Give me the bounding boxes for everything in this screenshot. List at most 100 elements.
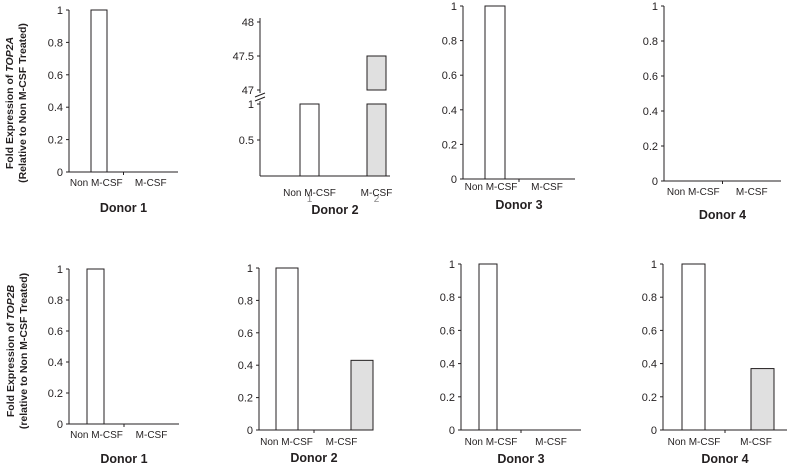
y-tick-label: 1	[651, 259, 657, 271]
bar-non-mcsf	[478, 263, 498, 431]
y-tick-label: 0.2	[48, 135, 63, 147]
y-tick-label: 0.8	[643, 36, 658, 48]
category-label: Non M-CSF	[70, 178, 123, 189]
category-label: M-CSF	[361, 188, 393, 199]
y-tick-label: 1	[57, 5, 63, 17]
y-tick-label: 0.4	[643, 106, 658, 118]
y-tick-label: 1	[248, 99, 254, 111]
y-axis-label-relative: (Relative to Non M-CSF Treated)	[17, 23, 29, 183]
y-axis-label-top2b: Fold Expression of TOP2B (relative to No…	[5, 273, 30, 429]
panel-title-donor: Donor 2	[311, 203, 358, 217]
y-tick-label: 0.2	[48, 388, 63, 400]
panel-title-donor: Donor 1	[100, 201, 147, 215]
bar-mcsf-upper	[366, 55, 387, 91]
bar-non-mcsf	[299, 103, 320, 177]
category-label: M-CSF	[136, 430, 168, 441]
chart-panel: 0 0.2 0.4 0.6 0.8 1 Non M-CSF M-CSF Donor 3	[442, 1, 575, 212]
panel-title-donor: Donor 1	[100, 452, 147, 466]
y-tick-label: 0.2	[440, 392, 455, 404]
y-tick-label: 0.2	[643, 141, 658, 153]
y-tick-label: 0	[57, 167, 63, 179]
category-label: M-CSF	[535, 437, 567, 448]
y-tick-label: 0.2	[642, 392, 657, 404]
y-tick-label: 0.8	[48, 295, 63, 307]
bar-mcsf	[350, 359, 374, 431]
y-tick-label: 47	[242, 85, 254, 97]
panel-title-donor: Donor 2	[290, 451, 337, 465]
y-tick-label: 0.6	[440, 325, 455, 337]
y-tick-label: 1	[247, 263, 253, 275]
category-label: Non M-CSF	[260, 437, 313, 448]
y-tick-label: 0	[651, 425, 657, 437]
category-label: M-CSF	[736, 187, 768, 198]
bar-non-mcsf	[86, 268, 105, 425]
category-label: M-CSF	[740, 437, 772, 448]
y-tick-label: 0.5	[239, 135, 254, 147]
y-tick-label: 0.8	[238, 295, 253, 307]
category-index-mark: 1	[307, 194, 313, 205]
y-tick-label: 0.6	[642, 325, 657, 337]
chart-panel: 0 0.2 0.4 0.6 0.8 1 Non M-CSF M-CSF Donor 2	[238, 263, 374, 465]
bar-non-mcsf	[90, 9, 108, 173]
y-axis-label-prefix: Fold Expression of	[4, 72, 16, 169]
bar-mcsf	[750, 368, 775, 431]
category-label: Non M-CSF	[668, 437, 721, 448]
y-tick-label: 47.5	[233, 51, 254, 63]
chart-panel: 0 0.2 0.4 0.6 0.8 1 Non M-CSF M-CSF Donor 4	[643, 1, 781, 222]
y-axis-label-gene: TOP2B	[5, 284, 17, 319]
svg-text:Fold Expression of TOP2B: Fold Expression of TOP2B	[5, 284, 17, 417]
category-label: Non M-CSF	[667, 187, 720, 198]
bar-mcsf-lower	[366, 103, 387, 177]
y-tick-label: 0.4	[48, 102, 63, 114]
bar-non-mcsf	[681, 263, 706, 431]
y-tick-label: 0.6	[48, 70, 63, 82]
y-axis-label-gene: TOP2A	[4, 37, 16, 72]
y-tick-label: 0	[652, 176, 658, 188]
category-label: Non M-CSF	[283, 188, 336, 199]
y-tick-label: 0	[449, 425, 455, 437]
chart-panel: 0 0.2 0.4 0.6 0.8 1 Non M-CSF M-CSF Donor 1	[48, 5, 178, 215]
chart-panel: 0 0.2 0.4 0.6 0.8 1 Non M-CSF M-CSF Donor 4	[642, 259, 787, 466]
y-tick-label: 0	[57, 419, 63, 431]
panel-title-donor: Donor 3	[497, 452, 544, 466]
y-tick-label: 0.6	[238, 328, 253, 340]
y-tick-label: 1	[451, 1, 457, 13]
category-label: M-CSF	[531, 182, 563, 193]
y-tick-label: 0.4	[238, 360, 253, 372]
y-axis-label-prefix: Fold Expression of	[5, 320, 17, 417]
category-label: M-CSF	[326, 437, 358, 448]
y-tick-label: 0.8	[440, 292, 455, 304]
y-tick-label: 0.6	[442, 70, 457, 82]
category-label: Non M-CSF	[465, 182, 518, 193]
y-tick-label: 1	[652, 1, 658, 13]
category-label: M-CSF	[135, 178, 167, 189]
y-tick-label: 0.8	[442, 36, 457, 48]
axis-break-mark	[254, 92, 266, 98]
bar-non-mcsf	[484, 5, 506, 180]
y-axis-label-relative: (relative to Non M-CSF Treated)	[18, 273, 30, 429]
y-tick-label: 0.8	[48, 37, 63, 49]
y-tick-label: 48	[242, 17, 254, 29]
axis-break-mark	[254, 96, 266, 102]
chart-panel: 0 0.2 0.4 0.6 0.8 1 Non M-CSF M-CSF Donor 3	[440, 259, 581, 466]
panel-title-donor: Donor 4	[701, 452, 748, 466]
y-tick-label: 1	[57, 264, 63, 276]
y-tick-label: 1	[449, 259, 455, 271]
y-axis-label-top2a: Fold Expression of TOP2A (Relative to No…	[4, 23, 29, 183]
y-tick-label: 0.4	[442, 105, 457, 117]
y-tick-label: 0	[451, 174, 457, 186]
svg-text:Fold Expression of TOP2A: Fold Expression of TOP2A	[4, 37, 16, 169]
category-index-mark: 2	[374, 194, 380, 205]
panel-title-donor: Donor 4	[699, 208, 746, 222]
category-label: Non M-CSF	[70, 430, 123, 441]
chart-panel: 0 0.2 0.4 0.6 0.8 1 Non M-CSF M-CSF Donor 1	[48, 264, 179, 466]
y-tick-label: 0.2	[238, 393, 253, 405]
y-tick-label: 0.4	[48, 357, 63, 369]
panel-title-donor: Donor 3	[495, 198, 542, 212]
bar-non-mcsf	[275, 267, 299, 431]
y-tick-label: 0	[247, 425, 253, 437]
y-tick-label: 0.4	[440, 359, 455, 371]
